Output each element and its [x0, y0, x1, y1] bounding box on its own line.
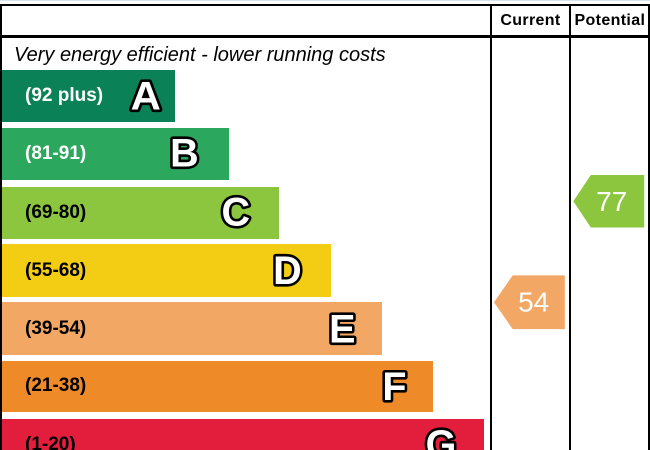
svg-text:C: C	[222, 191, 251, 235]
svg-text:G: G	[426, 423, 457, 450]
svg-text:E: E	[329, 307, 355, 351]
svg-text:F: F	[382, 365, 406, 409]
svg-text:54: 54	[518, 286, 549, 317]
svg-text:A: A	[131, 73, 161, 118]
svg-text:77: 77	[596, 186, 627, 217]
svg-text:D: D	[273, 249, 302, 293]
svg-text:B: B	[170, 132, 199, 176]
